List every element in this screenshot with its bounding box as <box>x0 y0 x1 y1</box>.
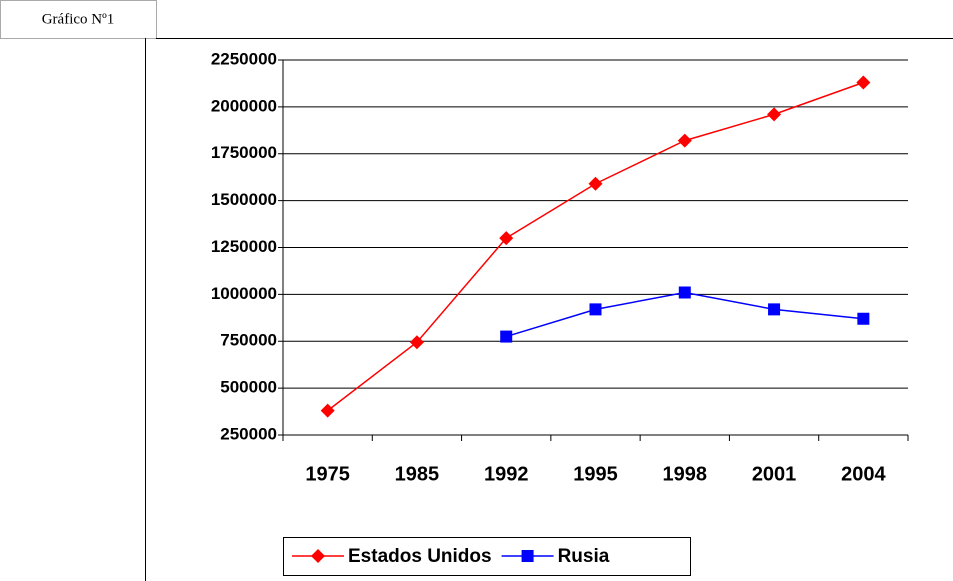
x-tick-label: 1995 <box>573 463 618 485</box>
point <box>409 335 424 350</box>
point <box>768 303 781 316</box>
y-tick-label: 2000000 <box>211 96 277 115</box>
point <box>589 303 602 316</box>
series-line <box>505 291 864 338</box>
point <box>588 176 603 191</box>
legend-box <box>283 537 691 576</box>
y-tick-label: 2250000 <box>211 49 277 68</box>
legend-marker <box>311 549 325 563</box>
y-tick-label: 1500000 <box>211 190 277 209</box>
x-tick-label: 2001 <box>752 463 797 485</box>
x-tick-label: 1975 <box>305 463 350 485</box>
legend-marker <box>521 550 534 562</box>
point <box>500 330 513 343</box>
point <box>767 107 782 122</box>
x-tick-label: 2004 <box>841 463 886 485</box>
x-tick-label: 1998 <box>663 463 708 485</box>
point <box>857 312 870 325</box>
legend-label: Rusia <box>558 546 610 567</box>
y-tick-label: 1750000 <box>211 143 277 162</box>
x-tick-label: 1985 <box>395 463 440 485</box>
series-line <box>327 81 864 412</box>
y-tick-label: 500000 <box>220 378 277 397</box>
x-tick-label: 1992 <box>484 463 529 485</box>
y-tick-label: 1250000 <box>211 237 277 256</box>
point <box>320 403 335 418</box>
point <box>856 75 871 90</box>
legend-label: Estados Unidos <box>348 546 492 567</box>
y-tick-label: 750000 <box>220 331 277 350</box>
point <box>499 231 514 246</box>
point <box>678 286 691 299</box>
caption-box <box>0 0 157 39</box>
point <box>677 133 692 148</box>
y-tick-label: 1000000 <box>211 284 277 303</box>
caption: Gráfico Nº1 <box>42 11 115 27</box>
y-tick-label: 250000 <box>220 424 277 443</box>
